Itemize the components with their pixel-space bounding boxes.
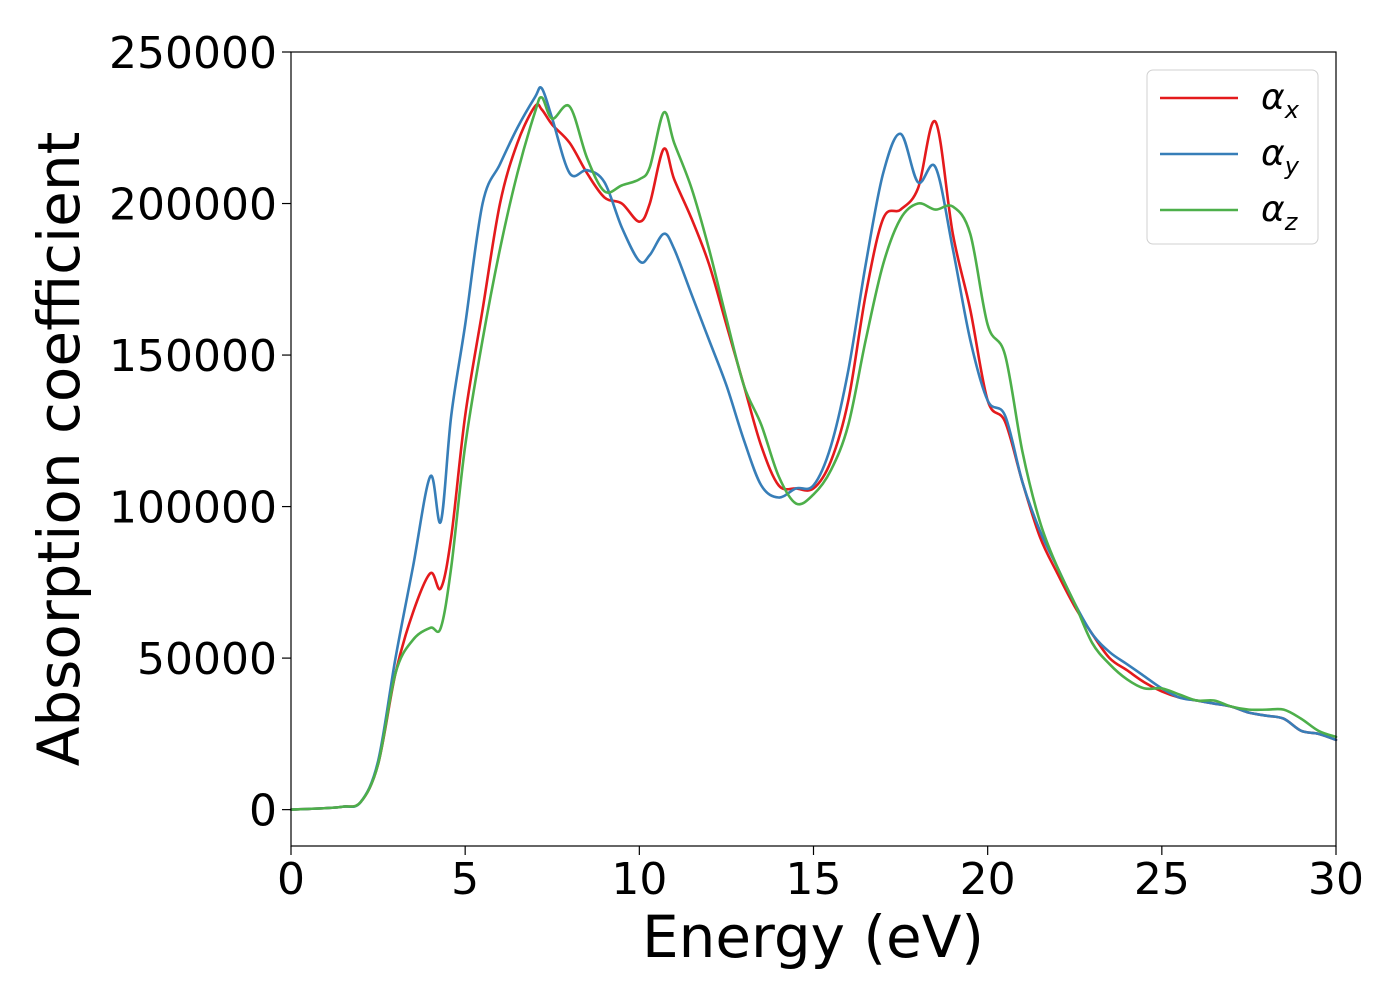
series-lines: [289, 86, 1338, 811]
legend: αx αy αz: [1146, 69, 1319, 245]
legend-box: [1146, 69, 1319, 245]
x-tick-label: 20: [960, 854, 1016, 905]
legend-label-1: αx: [1261, 77, 1300, 124]
legend-label-2: αy: [1261, 133, 1300, 180]
y-axis-ticks: 0 50000 100000 150000 200000 250000: [109, 28, 291, 837]
legend-label-3: αz: [1261, 189, 1299, 236]
series-line-2: [289, 86, 1338, 811]
x-axis-title: Energy (eV): [642, 903, 984, 971]
y-axis-title: Absorption coefficient: [25, 132, 93, 767]
x-axis-ticks: 0 5 10 15 20 25 30: [277, 846, 1364, 905]
y-tick-label: 0: [249, 786, 277, 837]
x-tick-label: 30: [1308, 854, 1364, 905]
x-tick-label: 0: [277, 854, 305, 905]
x-tick-label: 25: [1134, 854, 1190, 905]
x-tick-label: 15: [786, 854, 842, 905]
y-tick-label: 150000: [109, 331, 277, 382]
y-tick-label: 50000: [137, 634, 277, 685]
y-tick-label: 100000: [109, 483, 277, 534]
y-tick-label: 250000: [109, 28, 277, 79]
series-line-3: [289, 96, 1338, 811]
y-tick-label: 200000: [109, 180, 277, 231]
x-tick-label: 10: [611, 854, 667, 905]
x-tick-label: 5: [451, 854, 479, 905]
